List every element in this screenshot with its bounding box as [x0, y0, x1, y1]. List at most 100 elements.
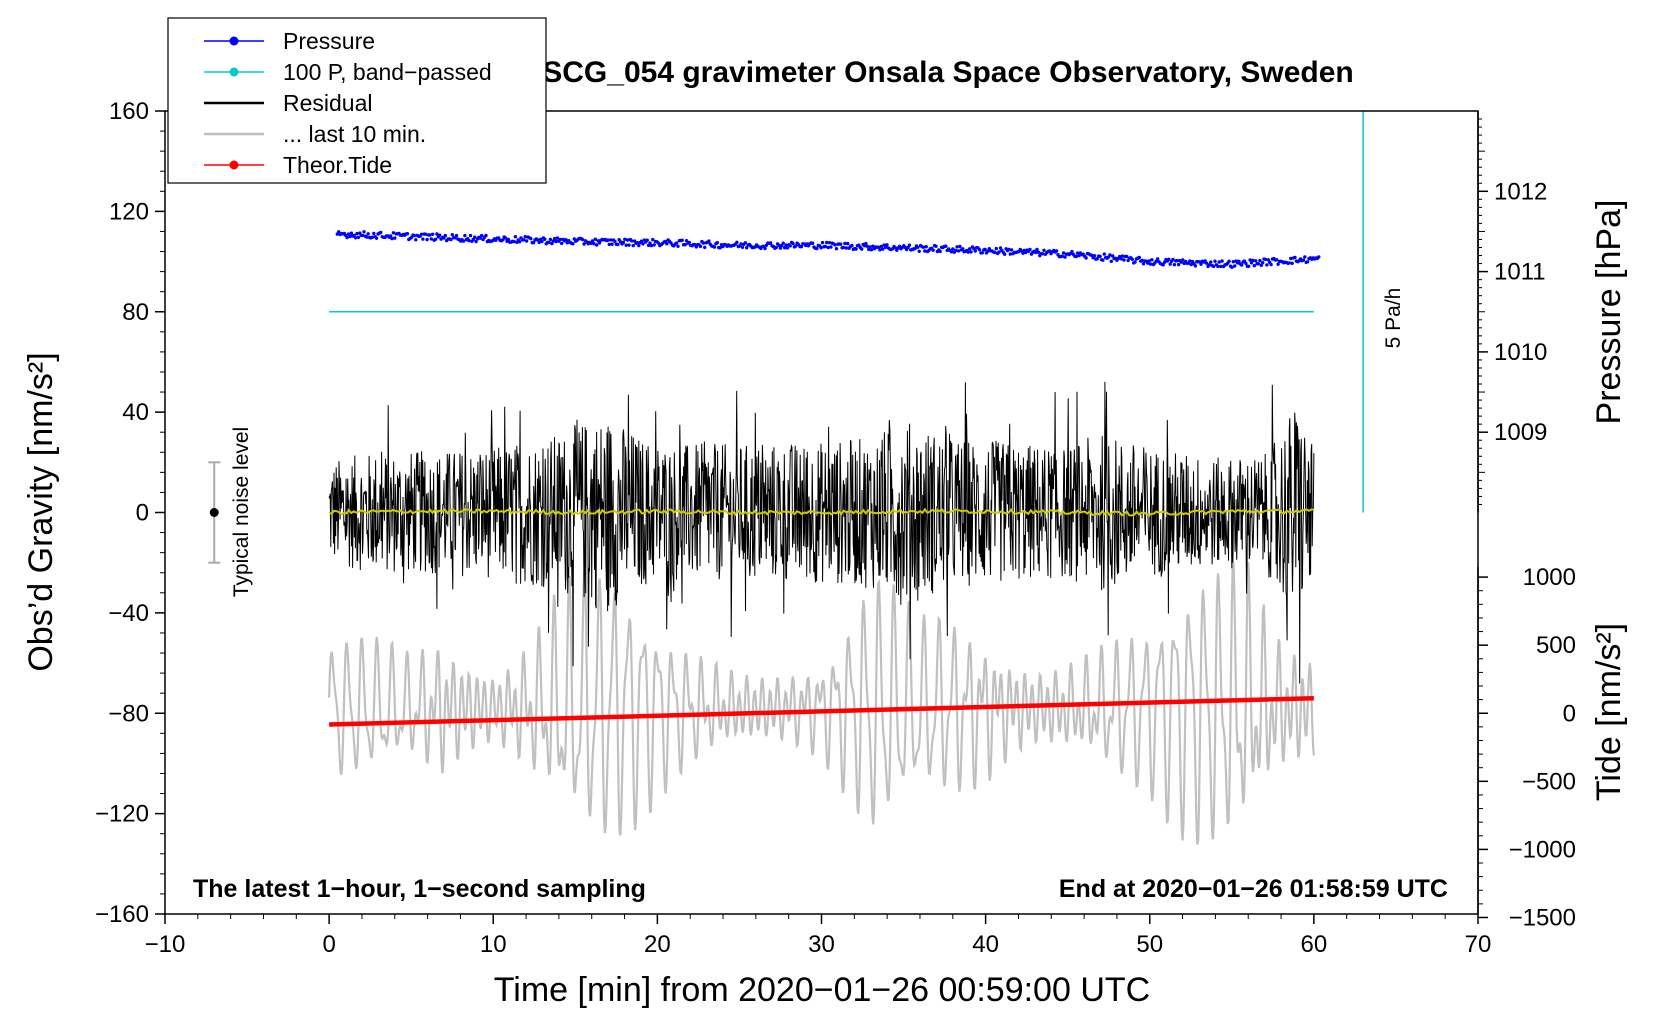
pressure-point: [581, 237, 585, 242]
pressure-point: [854, 247, 858, 251]
pressure-point: [1193, 264, 1198, 268]
noise-label: Typical noise level: [230, 427, 253, 597]
pressure-point: [1040, 252, 1045, 256]
pressure-point: [1063, 255, 1067, 259]
axes-layer: −10 0 10 20 30 40 50 60 70 −160 −120 −80 −40 0 40 80 120…: [95, 98, 1576, 958]
pressure-point: [844, 246, 848, 250]
pressure-axis-title: Pressure [hPa]: [1590, 200, 1628, 425]
pressure-point: [607, 242, 611, 247]
pressure-point: [353, 236, 358, 240]
pressure-point: [1061, 251, 1066, 255]
pressure-point: [443, 233, 447, 238]
y-tick-label: −120: [95, 801, 149, 828]
pressure-point: [740, 245, 745, 249]
pressure-point: [429, 237, 433, 241]
pressure-point: [379, 230, 383, 235]
pressure-point: [529, 236, 533, 241]
pressure-point: [512, 239, 516, 244]
pressure-point: [778, 246, 783, 250]
pressure-point: [1287, 261, 1292, 265]
pressure-point: [684, 239, 689, 243]
last-10-min-line: [328, 562, 1315, 845]
pressure-point: [1092, 254, 1097, 258]
pressure-tick-label: 1011: [1494, 259, 1546, 286]
pressure-point: [554, 239, 558, 244]
y-tick-label: −160: [95, 901, 149, 928]
pressure-point: [819, 246, 823, 250]
pressure-point: [503, 236, 508, 240]
pressure-point: [1254, 259, 1258, 263]
pressure-point: [391, 231, 396, 235]
pressure-point: [810, 241, 815, 245]
y-tick-label: 160: [109, 98, 149, 125]
pressure-point: [523, 235, 527, 239]
x-tick-label: 30: [808, 931, 835, 958]
pressure-point: [788, 244, 792, 248]
pressure-point: [1301, 258, 1306, 262]
pressure-point: [826, 245, 830, 250]
pressure-point: [641, 242, 645, 246]
pressure-point: [994, 246, 998, 251]
pressure-point: [1003, 252, 1007, 256]
pressure-point: [1130, 257, 1135, 261]
y-tick-label: 80: [122, 299, 149, 326]
pressure-point: [707, 239, 711, 243]
pressure-point: [1244, 261, 1248, 266]
pressure-point: [1162, 260, 1167, 264]
pressure-point: [1211, 264, 1216, 269]
pressure-point: [782, 246, 787, 250]
pressure-point: [1219, 264, 1223, 269]
pressure-point: [393, 236, 397, 240]
y-axis-title: Obs’d Gravity [nm/s²]: [22, 352, 60, 671]
pressure-point: [1141, 262, 1146, 266]
pressure-point: [1060, 254, 1064, 258]
pressure-point: [564, 238, 568, 242]
pressure-point: [374, 236, 379, 240]
pressure-point: [921, 245, 926, 249]
pressure-point: [739, 242, 743, 246]
pressure-point: [348, 234, 352, 239]
pressure-point: [1248, 258, 1252, 262]
pressure-point: [665, 242, 669, 246]
pressure-point: [954, 248, 958, 253]
pressure-point: [1167, 257, 1171, 261]
rate-label: 5 Pa/h: [1382, 288, 1405, 349]
pressure-point: [799, 245, 804, 249]
legend-item: 100 P, band−passed: [204, 59, 492, 85]
tide-tick-label: 1000: [1523, 564, 1576, 591]
pressure-point: [610, 242, 614, 246]
series-layer: [208, 111, 1364, 845]
pressure-point: [463, 233, 467, 238]
pressure-point: [1251, 258, 1255, 263]
residual-line: [328, 381, 1315, 684]
pressure-point: [1233, 264, 1237, 268]
pressure-point: [478, 236, 482, 240]
tide-tick-label: −1500: [1509, 904, 1576, 931]
legend-label: 100 P, band−passed: [283, 59, 492, 85]
pressure-point: [480, 233, 484, 238]
pressure-point: [865, 244, 869, 248]
y-tick-label: −80: [108, 700, 149, 727]
y-tick-label: −40: [108, 600, 149, 627]
pressure-point: [1269, 262, 1273, 267]
pressure-point: [683, 243, 687, 247]
pressure-point: [1189, 262, 1193, 267]
legend-item: Pressure: [204, 28, 375, 54]
pressure-point: [431, 232, 435, 236]
pressure-point: [468, 233, 473, 238]
pressure-point: [345, 235, 349, 240]
pressure-point: [1021, 251, 1025, 255]
theor-tide-line: [329, 695, 1314, 727]
pressure-point: [1171, 257, 1175, 262]
pressure-point: [433, 237, 438, 241]
pressure-point: [958, 244, 962, 249]
pressure-point: [977, 248, 982, 252]
pressure-point: [639, 239, 644, 243]
pressure-point: [1237, 259, 1241, 263]
pressure-point: [784, 243, 788, 247]
pressure-point: [1111, 254, 1115, 258]
pressure-point: [876, 245, 881, 249]
pressure-point: [1008, 252, 1012, 256]
pressure-point: [1035, 247, 1039, 252]
legend-swatch-dot: [229, 36, 239, 46]
